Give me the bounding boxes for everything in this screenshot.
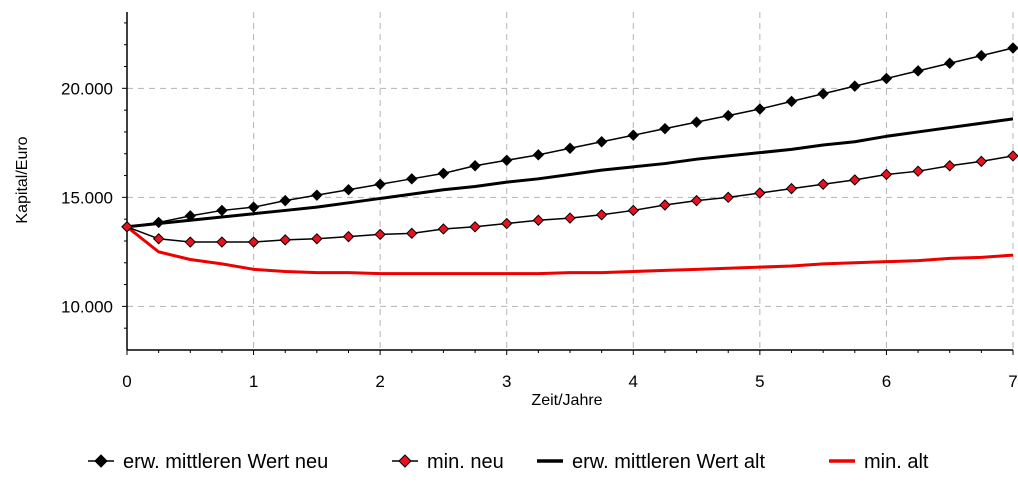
- data-point-marker: [247, 201, 260, 213]
- data-point-marker: [785, 182, 798, 195]
- y-tick-label: 15.000: [61, 188, 113, 207]
- data-point-marker: [501, 154, 513, 166]
- legend-label: erw. mittleren Wert neu: [123, 451, 328, 473]
- series-line: [126, 225, 1014, 276]
- data-point-marker: [342, 230, 355, 243]
- data-point-marker: [342, 184, 355, 196]
- data-point-marker: [595, 209, 608, 221]
- grid-lines: [127, 12, 1014, 350]
- data-point-marker: [880, 168, 893, 181]
- data-point-marker: [690, 194, 703, 207]
- data-point-marker: [469, 160, 481, 172]
- data-point-marker: [121, 221, 133, 233]
- x-axis-label: Zeit/Jahre: [531, 392, 602, 409]
- x-tick-label: 0: [122, 372, 131, 391]
- legend-swatch-marker: [398, 454, 412, 468]
- series-3: [126, 225, 1014, 276]
- data-point-marker: [406, 227, 418, 240]
- data-point-marker: [152, 216, 165, 229]
- data-point-marker: [437, 167, 450, 180]
- data-point-marker: [975, 49, 988, 62]
- data-point-marker: [184, 210, 196, 222]
- x-axis-ticks: 0 1 2 3 4 5 6 7: [122, 350, 1018, 391]
- data-point-marker: [754, 187, 766, 199]
- series-group: [121, 42, 1018, 276]
- data-point-marker: [849, 80, 861, 92]
- data-point-marker: [595, 136, 608, 148]
- series-2: [126, 117, 1014, 229]
- data-point-marker: [564, 212, 576, 224]
- data-point-marker: [785, 95, 798, 108]
- x-tick-label: 5: [755, 372, 764, 391]
- legend-item: min. alt: [829, 451, 929, 473]
- data-point-marker: [722, 109, 734, 122]
- data-point-marker: [184, 236, 196, 248]
- legend-swatch-marker: [94, 454, 108, 468]
- y-tick-label: 20.000: [61, 79, 113, 98]
- x-tick-label: 2: [375, 372, 384, 391]
- data-point-marker: [1007, 42, 1018, 54]
- y-axis-label: Kapital/Euro: [14, 136, 31, 223]
- data-point-marker: [216, 236, 228, 248]
- legend-item: erw. mittleren Wert alt: [537, 451, 765, 473]
- data-point-marker: [659, 199, 671, 211]
- data-point-marker: [880, 72, 893, 85]
- data-point-marker: [152, 233, 165, 245]
- data-point-marker: [437, 223, 450, 235]
- data-point-marker: [817, 88, 829, 100]
- data-point-marker: [311, 233, 323, 245]
- x-tick-label: 6: [882, 372, 891, 391]
- series-line: [126, 117, 1014, 229]
- data-point-marker: [279, 234, 291, 246]
- x-tick-label: 4: [629, 372, 638, 391]
- data-point-marker: [944, 57, 956, 69]
- data-point-marker: [627, 129, 639, 141]
- data-point-marker: [469, 221, 481, 233]
- y-axis-ticks: 10.000 15.000 20.000: [61, 22, 127, 329]
- legend: erw. mittleren Wert neu min. neu erw. mitt…: [88, 451, 929, 473]
- axes: [126, 12, 1013, 351]
- x-tick-label: 1: [249, 372, 258, 391]
- legend-label: erw. mittleren Wert alt: [572, 451, 765, 473]
- data-point-marker: [247, 236, 260, 248]
- data-point-marker: [849, 174, 861, 186]
- x-tick-label: 7: [1008, 372, 1017, 391]
- data-point-marker: [722, 191, 734, 204]
- series-line: [126, 155, 1014, 243]
- data-point-marker: [532, 149, 545, 161]
- data-point-marker: [754, 103, 766, 115]
- data-point-marker: [532, 214, 545, 226]
- data-point-marker: [912, 65, 924, 77]
- series-1: [121, 150, 1018, 248]
- data-point-marker: [501, 217, 513, 230]
- legend-label: min. neu: [427, 451, 504, 473]
- data-point-marker: [374, 178, 386, 190]
- data-point-marker: [975, 155, 988, 168]
- legend-item: min. neu: [392, 451, 504, 473]
- data-point-marker: [659, 122, 671, 135]
- data-point-marker: [944, 160, 956, 172]
- data-point-marker: [912, 165, 924, 177]
- x-tick-label: 3: [502, 372, 511, 391]
- legend-label: min. alt: [864, 451, 929, 473]
- data-point-marker: [817, 178, 829, 190]
- data-point-marker: [311, 189, 323, 201]
- data-point-marker: [690, 116, 703, 128]
- data-point-marker: [564, 142, 576, 154]
- data-point-marker: [1007, 150, 1018, 162]
- data-point-marker: [374, 228, 386, 241]
- data-point-marker: [216, 204, 228, 217]
- y-tick-label: 10.000: [61, 297, 113, 316]
- data-point-marker: [627, 204, 639, 217]
- data-point-marker: [406, 173, 418, 185]
- data-point-marker: [279, 194, 291, 207]
- legend-item: erw. mittleren Wert neu: [88, 451, 328, 473]
- series-0: [121, 42, 1018, 233]
